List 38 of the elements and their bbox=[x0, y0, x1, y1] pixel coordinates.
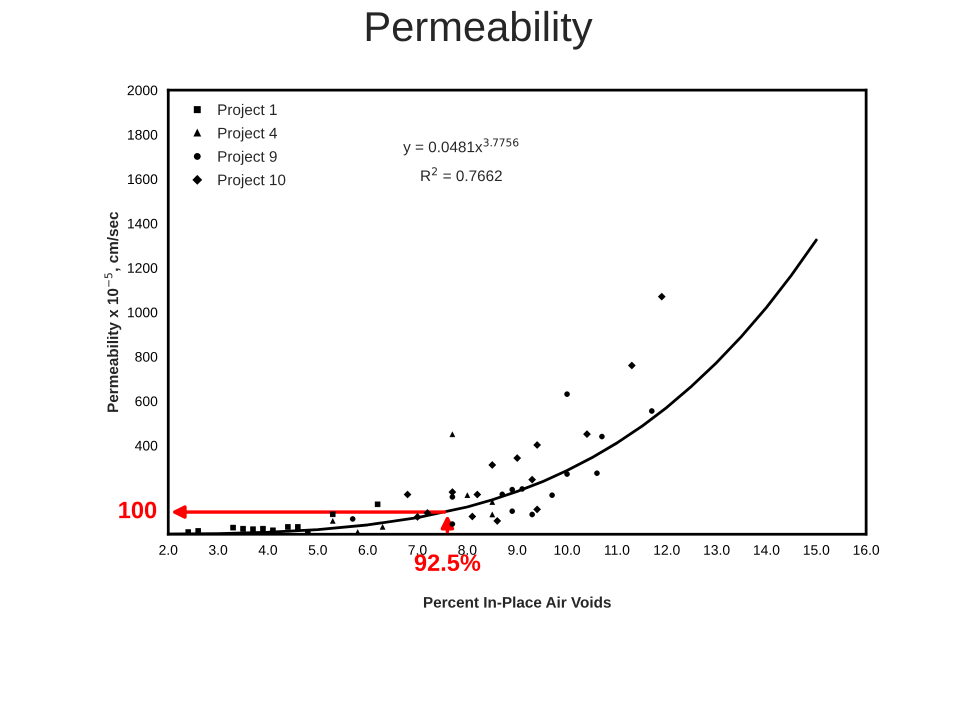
x-tick-label: 11.0 bbox=[604, 545, 630, 555]
x-tick-label: 13.0 bbox=[704, 545, 730, 555]
x-tick-label: 9.0 bbox=[508, 545, 526, 555]
y-tick-label: 1200 bbox=[128, 263, 158, 273]
x-tick-label: 4.0 bbox=[258, 545, 278, 555]
x-axis-title: Percent In-Place Air Voids bbox=[424, 596, 611, 608]
point bbox=[583, 430, 591, 438]
x-tick-label: 5.0 bbox=[308, 545, 327, 555]
annotation: 100 bbox=[119, 502, 156, 518]
point bbox=[658, 292, 666, 301]
x-tick-label: 2.0 bbox=[159, 545, 178, 555]
x-tick-label: 15.0 bbox=[804, 545, 830, 555]
legend-label: Project 1 bbox=[218, 104, 277, 118]
x-tick-label: 6.0 bbox=[358, 545, 377, 555]
legend-label: Project 10 bbox=[218, 174, 286, 188]
y-tick-label: 1000 bbox=[128, 308, 158, 318]
y-tick-label: 1600 bbox=[128, 174, 158, 184]
y-tick-label: 800 bbox=[135, 352, 158, 362]
x-tick-label: 12.0 bbox=[654, 545, 680, 555]
annotation: 92.5% bbox=[414, 554, 480, 572]
legend-label: Project 4 bbox=[218, 127, 277, 142]
x-tick-label: 10.0 bbox=[554, 545, 580, 555]
y-tick-label: 2000 bbox=[128, 85, 158, 96]
x-tick-label: 7.0 bbox=[408, 545, 427, 555]
annotation: y = 0.0481x$^{3.7756}$ bbox=[403, 138, 518, 156]
y-tick-label: 600 bbox=[135, 396, 158, 406]
x-tick-label: 14.0 bbox=[754, 545, 780, 555]
x-tick-label: 3.0 bbox=[208, 545, 228, 555]
x-tick-label: 16.0 bbox=[854, 545, 880, 555]
chart-title: Permeability bbox=[366, 10, 593, 50]
legend-label: Project 9 bbox=[218, 150, 277, 165]
y-tick-label: 1400 bbox=[128, 218, 158, 229]
y-tick-label: 400 bbox=[134, 440, 158, 451]
y-tick-label: 1800 bbox=[128, 130, 158, 140]
annotation: R$^{2}$ = 0.7662 bbox=[421, 167, 502, 182]
x-tick-label: 8.0 bbox=[458, 545, 476, 555]
y-axis-title: Permeability x 10$^{−5}$, cm/sec bbox=[104, 212, 122, 412]
point bbox=[448, 488, 456, 496]
